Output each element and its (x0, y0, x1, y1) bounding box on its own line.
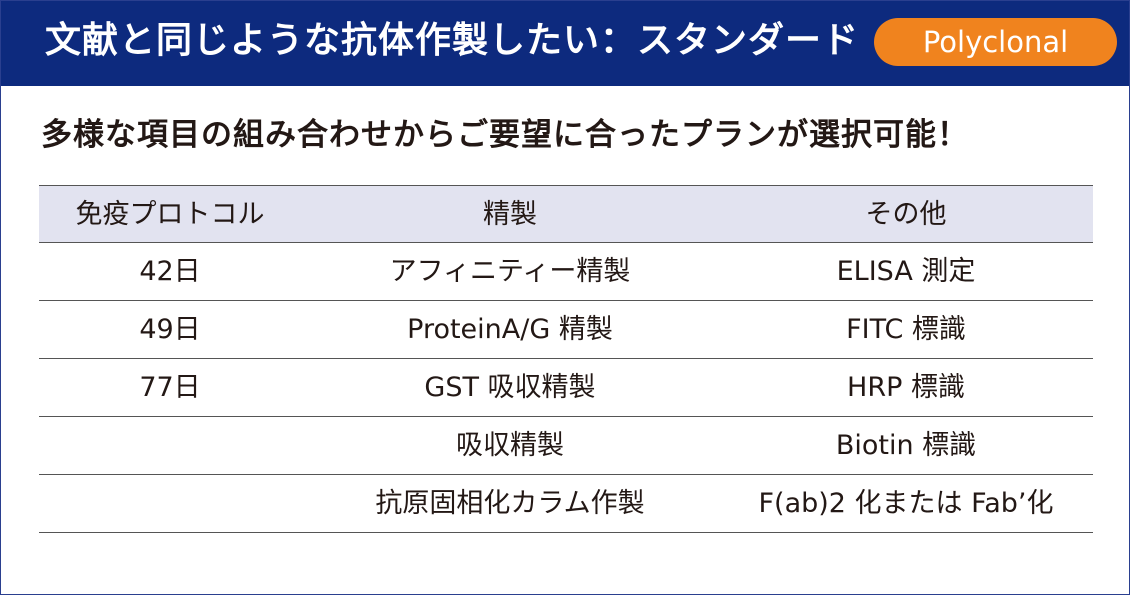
column-header-purification: 精製 (483, 199, 537, 230)
header-bar: 文献と同じような抗体作製したい：スタンダード Polyclonal (1, 1, 1129, 86)
cell-purification: アフィニティー精製 (389, 256, 631, 287)
table-row: 抗原固相化カラム作製 F(ab)2 化または Fab’化 (39, 475, 1093, 533)
cell-purification: ProteinA/G 精製 (407, 314, 613, 345)
table-row: 49日 ProteinA/G 精製 FITC 標識 (39, 301, 1093, 359)
page-title: 文献と同じような抗体作製したい：スタンダード (45, 20, 860, 61)
cell-other: F(ab)2 化または Fab’化 (758, 488, 1054, 519)
cell-protocol (39, 417, 301, 474)
column-header-other: その他 (865, 199, 947, 230)
cell-protocol: 42日 (139, 256, 201, 287)
cell-protocol: 49日 (139, 314, 201, 345)
table-row: 77日 GST 吸収精製 HRP 標識 (39, 359, 1093, 417)
table-row: 42日 アフィニティー精製 ELISA 測定 (39, 243, 1093, 301)
polyclonal-badge: Polyclonal (874, 18, 1117, 66)
cell-other: HRP 標識 (847, 372, 965, 403)
cell-protocol (39, 475, 301, 532)
subtitle: 多様な項目の組み合わせからご要望に合ったプランが選択可能！ (41, 117, 969, 153)
cell-purification: 抗原固相化カラム作製 (375, 488, 645, 519)
column-header-protocol: 免疫プロトコル (75, 199, 265, 230)
table-header-row: 免疫プロトコル 精製 その他 (39, 185, 1093, 243)
cell-protocol: 77日 (139, 372, 201, 403)
cell-purification: GST 吸収精製 (424, 372, 596, 403)
table-row: 吸収精製 Biotin 標識 (39, 417, 1093, 475)
cell-other: ELISA 測定 (836, 256, 976, 287)
cell-other: FITC 標識 (846, 314, 966, 345)
cell-other: Biotin 標識 (835, 430, 977, 461)
cell-purification: 吸収精製 (456, 430, 564, 461)
plan-table: 免疫プロトコル 精製 その他 42日 アフィニティー精製 ELISA 測定 49… (39, 185, 1093, 533)
